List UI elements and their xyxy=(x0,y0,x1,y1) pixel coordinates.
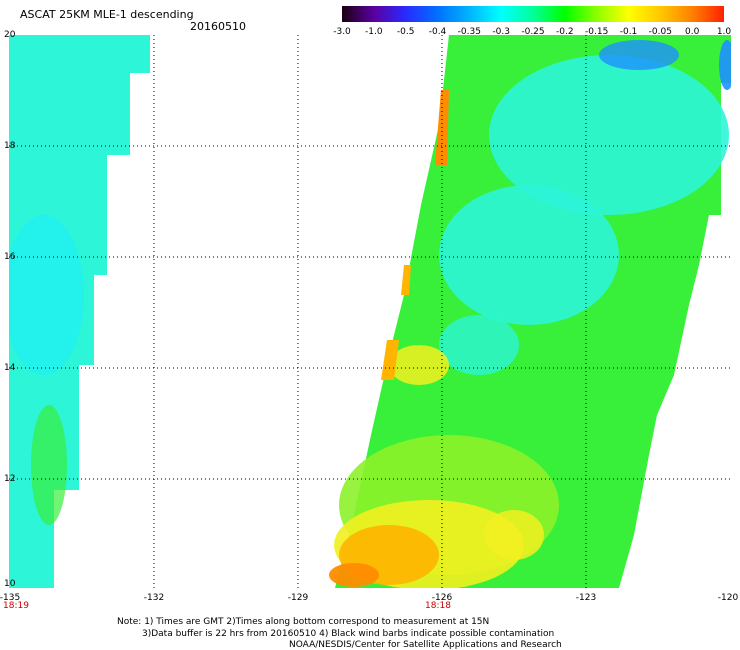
colorbar-label: -0.35 xyxy=(457,27,481,37)
colorbar-label: -1.0 xyxy=(365,27,383,37)
right-swath-yellow-spot xyxy=(484,510,544,560)
lat-label-10: 10 xyxy=(4,579,16,589)
colorbar xyxy=(342,6,724,22)
time-label-left: 18:19 xyxy=(3,601,29,611)
right-swath-cyan-top xyxy=(489,55,729,215)
colorbar-label: -0.25 xyxy=(521,27,545,37)
chart-date: 20160510 xyxy=(190,20,246,33)
lat-label-18: 18 xyxy=(4,141,16,151)
right-swath-cyan-mid xyxy=(439,185,619,325)
right-swath-cyan-small xyxy=(439,315,519,375)
lon-label-132: -132 xyxy=(143,593,165,603)
colorbar-label: -0.4 xyxy=(428,27,447,37)
right-swath-yellow-mid xyxy=(389,345,449,385)
colorbar-label: -0.2 xyxy=(556,27,574,37)
colorbar-label: 1.0 xyxy=(716,27,732,37)
colorbar-label: -0.5 xyxy=(396,27,415,37)
right-swath-blue-patch xyxy=(599,40,679,70)
colorbar-label: -3.0 xyxy=(333,27,351,37)
colorbar-label: 0.0 xyxy=(684,27,700,37)
left-swath-patch xyxy=(9,215,84,375)
right-swath-orange-dark xyxy=(329,563,379,587)
lat-label-20: 20 xyxy=(4,30,16,40)
time-label-right: 18:18 xyxy=(425,601,451,611)
scatterometer-map xyxy=(9,35,731,588)
right-swath-blue-edge xyxy=(719,40,731,90)
chart-title: ASCAT 25KM MLE-1 descending xyxy=(20,8,194,21)
left-swath-green-patch xyxy=(31,405,67,525)
right-swath-orange-edge-low xyxy=(381,340,399,380)
note-line-1: Note: 1) Times are GMT 2)Times along bot… xyxy=(117,617,490,627)
lon-label-135: -135 xyxy=(0,593,21,603)
lon-label-123: -123 xyxy=(575,593,597,603)
colorbar-label: -0.05 xyxy=(648,27,672,37)
lat-label-12: 12 xyxy=(4,474,16,484)
colorbar-label: -0.1 xyxy=(619,27,638,37)
gridlines xyxy=(9,35,731,588)
note-line-3: NOAA/NESDIS/Center for Satellite Applica… xyxy=(289,640,562,650)
right-swath xyxy=(329,35,731,588)
left-swath xyxy=(9,35,150,588)
right-swath-orange-edge-mid xyxy=(401,265,411,295)
colorbar-label: -0.15 xyxy=(585,27,609,37)
colorbar-label: -0.3 xyxy=(492,27,510,37)
lon-label-129: -129 xyxy=(287,593,309,603)
lon-label-126: -126 xyxy=(431,593,453,603)
lon-label-120: -120 xyxy=(717,593,739,603)
note-line-2: 3)Data buffer is 22 hrs from 20160510 4)… xyxy=(142,629,555,639)
lat-label-14: 14 xyxy=(4,363,16,373)
lat-label-16: 16 xyxy=(4,252,16,262)
